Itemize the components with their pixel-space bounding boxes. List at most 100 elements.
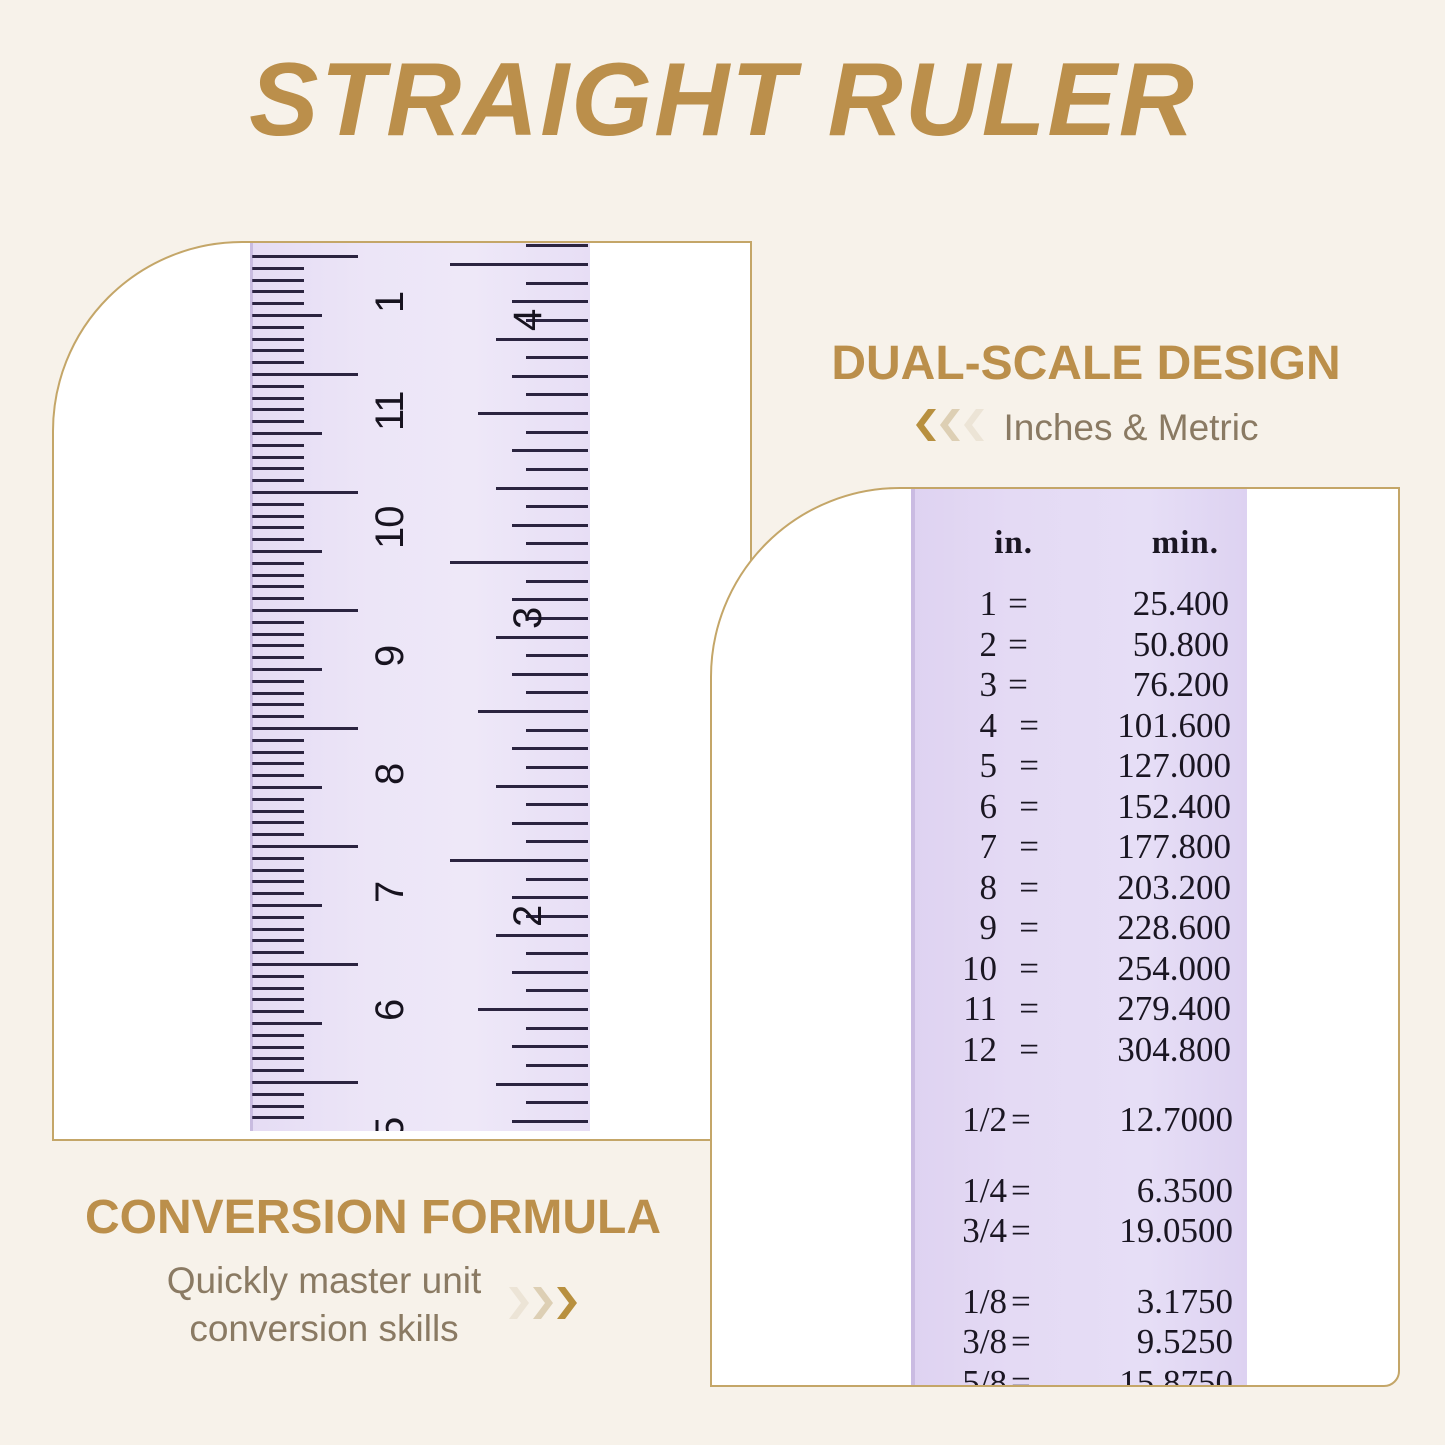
ruler-tick-metric <box>252 420 304 424</box>
ruler-tick-metric <box>252 774 304 778</box>
table-cell-equals: = <box>1011 1362 1031 1386</box>
ruler-tick-metric <box>252 1069 304 1073</box>
ruler-tick-metric <box>252 856 304 860</box>
ruler-tick-metric <box>252 632 304 636</box>
ruler-tick-metric <box>252 998 304 1002</box>
table-cell-inches: 2 <box>979 624 998 664</box>
table-row: 10 = 254.000 <box>911 949 1247 990</box>
ruler-tick-metric <box>252 880 304 884</box>
conversion-table-card: in. min. 1 = 25.400 2 = 50.800 3 = 76.200 4 = 101.6… <box>710 487 1400 1387</box>
ruler-tick-metric <box>252 290 304 294</box>
ruler-tick-metric <box>252 951 304 955</box>
table-row: 8 = 203.200 <box>911 868 1247 909</box>
feature-conversion-title: CONVERSION FORMULA <box>85 1191 661 1244</box>
ruler-tick-metric <box>252 797 304 801</box>
ruler-tick-metric <box>252 963 358 966</box>
ruler-tick-imperial <box>526 356 588 360</box>
ruler-tick-metric <box>252 1010 304 1014</box>
ruler-tick-metric <box>252 514 304 518</box>
table-row: 7 = 177.800 <box>911 827 1247 868</box>
table-cell-inches: 8 <box>979 867 998 907</box>
chevron-right-icon <box>507 1283 533 1328</box>
chevron-right-icon <box>555 1283 581 1328</box>
ruler-tick-imperial <box>526 393 588 397</box>
table-cell-equals: = <box>1019 786 1039 826</box>
ruler-tick-metric <box>252 715 304 719</box>
ruler-tick-metric <box>252 1081 358 1084</box>
ruler-tick-imperial <box>450 859 588 862</box>
ruler-tick-imperial <box>496 635 588 639</box>
table-cell-millimeters: 177.800 <box>1117 827 1231 866</box>
table-row: 12 = 304.800 <box>911 1030 1247 1071</box>
ruler-tick-imperial <box>496 784 588 788</box>
table-cell-equals: = <box>1008 624 1028 664</box>
feature-dual-scale-title: DUAL-SCALE DESIGN <box>831 337 1341 390</box>
ruler-tick-metric <box>252 904 322 907</box>
table-cell-equals: = <box>1011 1100 1031 1139</box>
ruler-tick-metric <box>252 1057 304 1061</box>
ruler-tick-imperial <box>512 449 588 453</box>
table-cell-millimeters: 9.5250 <box>1136 1322 1233 1361</box>
ruler-tick-imperial <box>526 840 588 844</box>
ruler-tick-metric <box>252 939 304 943</box>
table-row: 1/2 = 12.7000 <box>911 1100 1247 1141</box>
table-cell-equals: = <box>1019 989 1039 1028</box>
table-cell-inches: 11 <box>963 989 997 1028</box>
ruler-tick-imperial <box>526 281 588 285</box>
ruler-tick-metric <box>252 738 304 742</box>
table-cell-equals: = <box>1011 1322 1031 1361</box>
table-header-in: in. <box>994 525 1033 561</box>
ruler-tick-metric <box>252 502 304 506</box>
table-quarter-rows: 1/4 = 6.3500 3/4 = 19.0500 <box>911 1171 1247 1252</box>
table-gap <box>911 1252 1247 1282</box>
ruler-tick-metric <box>252 373 358 376</box>
ruler-tick-imperial <box>512 1045 588 1049</box>
table-cell-millimeters: 203.200 <box>1117 867 1231 907</box>
ruler-tick-metric <box>252 809 304 813</box>
ruler-tick-metric <box>252 750 304 754</box>
table-cell-inches: 5 <box>979 746 998 785</box>
ruler-tick-imperial <box>526 989 588 993</box>
ruler-label-imperial: 2 <box>506 905 550 927</box>
ruler-tick-metric <box>252 1104 304 1108</box>
table-cell-millimeters: 3.1750 <box>1136 1281 1233 1321</box>
ruler-tick-metric <box>252 691 304 695</box>
ruler-tick-metric <box>252 573 304 577</box>
ruler-label-metric: 11 <box>368 391 412 431</box>
ruler-tick-imperial <box>512 896 588 900</box>
conversion-table-strip: in. min. 1 = 25.400 2 = 50.800 3 = 76.200 4 = 101.6… <box>911 489 1247 1385</box>
table-gap <box>911 1141 1247 1171</box>
ruler-tick-metric <box>252 432 322 435</box>
table-cell-inches: 5/8 <box>962 1362 1007 1386</box>
table-cell-inches: 7 <box>979 827 998 866</box>
ruler-tick-imperial <box>526 1026 588 1030</box>
ruler-tick-imperial <box>512 523 588 527</box>
table-row: 11 = 279.400 <box>911 989 1247 1030</box>
feature-conversion-formula: CONVERSION FORMULA Quickly master unit c… <box>48 1190 698 1353</box>
table-cell-inches: 12 <box>962 1029 997 1069</box>
table-cell-inches: 3/4 <box>962 1211 1007 1250</box>
ruler-tick-metric <box>252 679 304 683</box>
table-row: 1 = 25.400 <box>911 584 1247 625</box>
ruler-tick-metric <box>252 915 304 919</box>
ruler-tick-imperial <box>526 467 588 471</box>
table-cell-inches: 6 <box>979 786 998 826</box>
ruler-tick-metric <box>252 550 322 553</box>
ruler-tick-metric <box>252 396 304 400</box>
chevron-left-icon <box>914 405 940 450</box>
table-cell-inches: 10 <box>962 948 997 988</box>
table-row: 3/4 = 19.0500 <box>911 1211 1247 1252</box>
ruler-tick-imperial <box>526 505 588 509</box>
ruler-tick-metric <box>252 1022 322 1025</box>
ruler-tick-imperial <box>526 728 588 732</box>
conversion-table: in. min. 1 = 25.400 2 = 50.800 3 = 76.200 4 = 101.6… <box>911 489 1247 1385</box>
ruler-tick-metric <box>252 986 304 990</box>
ruler-tick-metric <box>252 467 304 471</box>
ruler-tick-metric <box>252 656 304 660</box>
ruler-tick-imperial <box>512 1119 588 1123</box>
ruler-tick-metric <box>252 302 304 306</box>
ruler-tick-imperial <box>526 877 588 881</box>
ruler-tick-imperial <box>526 691 588 695</box>
table-header-min: min. <box>1151 525 1219 561</box>
ruler-strip: 1 11 10 9 8 7 6 5 4 3 2 <box>250 243 590 1131</box>
